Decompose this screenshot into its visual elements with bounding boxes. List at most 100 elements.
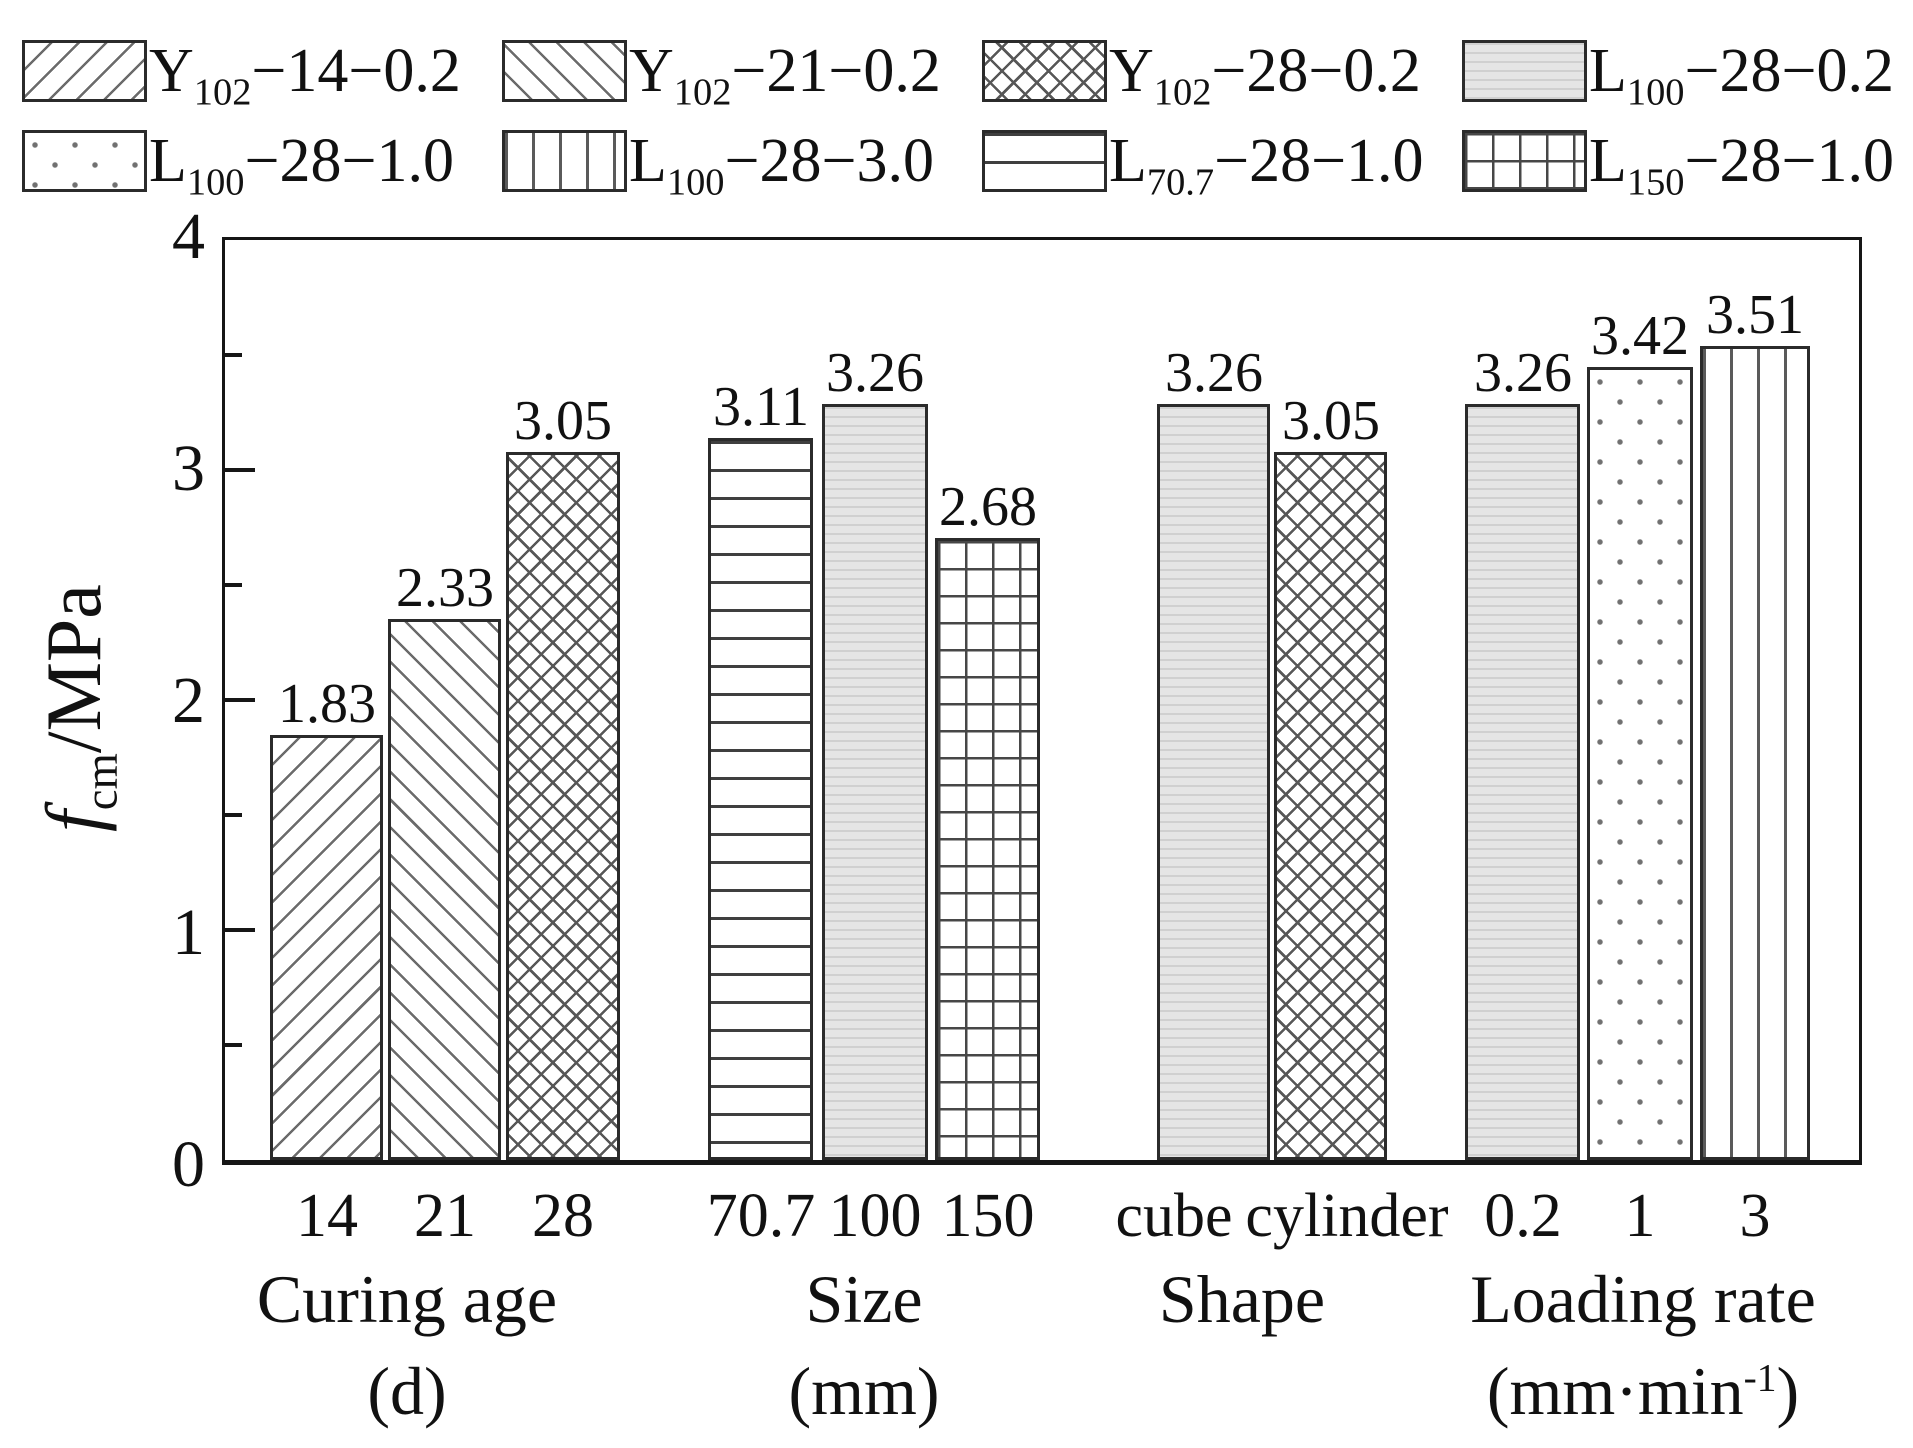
bar-value-21: 2.33 (396, 557, 494, 619)
legend-label-part: 70.7 (1146, 161, 1215, 204)
x-tick-label-100: 100 (828, 1182, 922, 1250)
legend-item: Y102−21−0.2 (502, 24, 941, 118)
legend-item: Y102−14−0.2 (22, 24, 461, 118)
x-tick-label-70.7: 70.7 (706, 1182, 816, 1250)
legend-label: L150−28−1.0 (1589, 127, 1894, 202)
bar-3 (1700, 346, 1810, 1160)
group-label-0: Curing age (256, 1261, 558, 1337)
legend-label-part: 102 (673, 71, 732, 114)
x-tick-label-14: 14 (296, 1182, 358, 1250)
bar-21 (388, 619, 501, 1160)
group-unit-1: (mm) (564, 1354, 1164, 1429)
y-major-tick (225, 468, 255, 472)
group-unit-part: (mm) (788, 1353, 940, 1429)
bar-14 (270, 735, 383, 1160)
bar-cube (1157, 404, 1270, 1160)
legend-swatch-vlines (502, 130, 627, 192)
bar-value-3: 3.51 (1706, 284, 1804, 346)
legend-swatch-crosshatch (982, 40, 1107, 102)
legend-label-part: L (629, 127, 667, 195)
y-axis-label-subscript: cm (75, 753, 128, 811)
bar-0.2 (1465, 404, 1580, 1160)
y-tick-label: 4 (172, 200, 205, 273)
x-tick-label-28: 28 (532, 1182, 594, 1250)
x-tick-label-1: 1 (1624, 1182, 1656, 1250)
legend-label-part: −28−0.2 (1211, 37, 1421, 105)
legend-swatch-gray (1462, 40, 1587, 102)
legend-label: L70.7−28−1.0 (1109, 127, 1424, 202)
legend-swatch-diag-down (502, 40, 627, 102)
bar-100 (822, 404, 928, 1160)
x-tick-label-cylinder: cylinder (1245, 1182, 1449, 1250)
y-tick-label: 0 (172, 1128, 205, 1201)
legend-item: L100−28−0.2 (1462, 24, 1894, 118)
bar-value-100: 3.26 (826, 342, 924, 404)
group-unit-part: (d) (367, 1353, 447, 1429)
legend-label-part: Y (1109, 37, 1154, 105)
bar-150 (935, 538, 1040, 1160)
legend-label-part: −28−3.0 (724, 127, 934, 195)
y-tick-label: 3 (172, 432, 205, 505)
legend-label: Y102−21−0.2 (629, 37, 941, 112)
x-tick-label-21: 21 (414, 1182, 476, 1250)
group-label-3: Loading rate (1470, 1261, 1816, 1337)
y-major-tick (225, 698, 255, 702)
legend-swatch-diag-up (22, 40, 147, 102)
bar-value-cube: 3.26 (1165, 342, 1263, 404)
legend-label-part: Y (149, 37, 194, 105)
legend-label-part: 100 (1626, 71, 1685, 114)
legend-item: L150−28−1.0 (1462, 114, 1894, 208)
y-minor-tick (225, 1043, 242, 1047)
y-tick-label: 2 (172, 664, 205, 737)
y-minor-tick (225, 583, 242, 587)
y-minor-tick (225, 813, 242, 817)
legend-label-part: L (1109, 127, 1147, 195)
legend-swatch-grid (1462, 130, 1587, 192)
legend-label-part: 100 (186, 161, 245, 204)
group-unit-0: (d) (107, 1354, 707, 1429)
legend-label: L100−28−0.2 (1589, 37, 1894, 112)
bar-value-cylinder: 3.05 (1282, 390, 1380, 452)
legend-item: L70.7−28−1.0 (982, 114, 1424, 208)
bar-70.7 (708, 438, 813, 1160)
bar-28 (506, 452, 620, 1160)
legend-label: L100−28−3.0 (629, 127, 934, 202)
bar-1 (1587, 367, 1693, 1160)
x-tick-label-0.2: 0.2 (1484, 1182, 1562, 1250)
legend-label-part: −28−1.0 (1684, 127, 1894, 195)
x-tick-label-150: 150 (941, 1182, 1035, 1250)
legend-swatch-dots (22, 130, 147, 192)
legend-label-part: −28−1.0 (244, 127, 454, 195)
x-tick-label-cube: cube (1115, 1182, 1233, 1250)
y-tick-label: 1 (172, 896, 205, 969)
legend-label-part: −14−0.2 (251, 37, 461, 105)
legend-label-part: 150 (1626, 161, 1685, 204)
legend-item: L100−28−1.0 (22, 114, 454, 208)
group-label-1: Size (805, 1261, 923, 1337)
group-unit-part: ) (1776, 1353, 1800, 1429)
legend-label-part: L (149, 127, 187, 195)
legend-label-part: L (1589, 37, 1627, 105)
legend-label: L100−28−1.0 (149, 127, 454, 202)
legend-label-part: L (1589, 127, 1627, 195)
bar-value-28: 3.05 (514, 390, 612, 452)
group-unit-part: (mm·min (1486, 1353, 1744, 1429)
y-major-tick (225, 928, 255, 932)
legend-item: Y102−28−0.2 (982, 24, 1421, 118)
group-unit-part: -1 (1743, 1355, 1777, 1400)
x-tick-label-3: 3 (1739, 1182, 1771, 1250)
plot-area (222, 237, 1862, 1165)
legend-swatch-hlines (982, 130, 1107, 192)
legend-label: Y102−28−0.2 (1109, 37, 1421, 112)
group-label-2: Shape (1158, 1261, 1326, 1337)
group-unit-3: (mm·min-1) (1343, 1354, 1913, 1429)
legend-label: Y102−14−0.2 (149, 37, 461, 112)
legend-label-part: −28−0.2 (1684, 37, 1894, 105)
bar-value-14: 1.83 (278, 673, 376, 735)
y-axis-label-variable: f (30, 810, 117, 832)
bar-cylinder (1274, 452, 1387, 1160)
legend-label-part: 100 (666, 161, 725, 204)
legend-label-part: −21−0.2 (731, 37, 941, 105)
bar-value-70.7: 3.11 (713, 376, 809, 438)
